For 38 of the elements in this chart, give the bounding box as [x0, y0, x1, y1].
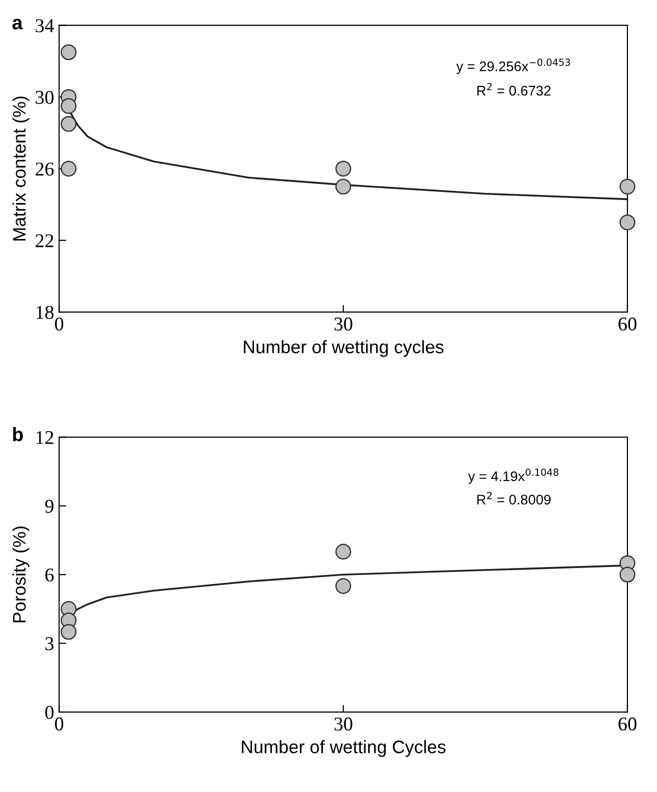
x-tick-label: 0 — [55, 717, 64, 731]
x-tick-label: 30 — [334, 717, 352, 731]
point — [335, 160, 352, 177]
point — [60, 160, 77, 177]
point — [60, 116, 77, 132]
x-tick-label: 0 — [55, 317, 64, 331]
point — [60, 624, 77, 640]
y-tick-label: 22 — [36, 234, 54, 248]
y-axis-title: Matrix content (%) — [12, 96, 30, 240]
y-tick-label: 0 — [45, 706, 54, 719]
y-tick-label: 12 — [36, 431, 54, 444]
y-tick-label: 18 — [36, 306, 54, 319]
point — [620, 566, 636, 583]
y-tick-label: 9 — [45, 500, 54, 513]
y-axis-title: Porosity (%) — [12, 526, 30, 622]
x-tick-label: 60 — [618, 717, 636, 731]
annotation: y = 29.256x$^{−0.0453}$ — [456, 58, 570, 74]
y-tick-label: 34 — [36, 19, 54, 32]
chart-title: a — [12, 18, 23, 30]
x-tick-label: 30 — [334, 317, 352, 331]
x-axis-title: Number of wetting cycles — [244, 340, 444, 357]
chart-title: b — [13, 426, 23, 442]
point — [620, 214, 636, 230]
point — [620, 178, 636, 195]
annotation: R$^{2}$ = 0.6732 — [477, 82, 551, 96]
x-axis-title: Number of wetting Cycles — [242, 740, 446, 757]
y-tick-label: 3 — [45, 637, 54, 650]
point — [335, 578, 352, 594]
x-tick-label: 60 — [618, 317, 636, 331]
y-tick-label: 26 — [36, 162, 54, 176]
y-tick-label: 6 — [45, 568, 54, 582]
point — [60, 44, 77, 60]
point — [335, 178, 352, 195]
annotation: y = 4.19x$^{0.1048}$ — [468, 468, 558, 484]
annotation: R$^{2}$ = 0.8009 — [477, 492, 551, 505]
point — [335, 544, 352, 560]
y-tick-label: 30 — [36, 90, 54, 104]
point — [60, 98, 77, 114]
